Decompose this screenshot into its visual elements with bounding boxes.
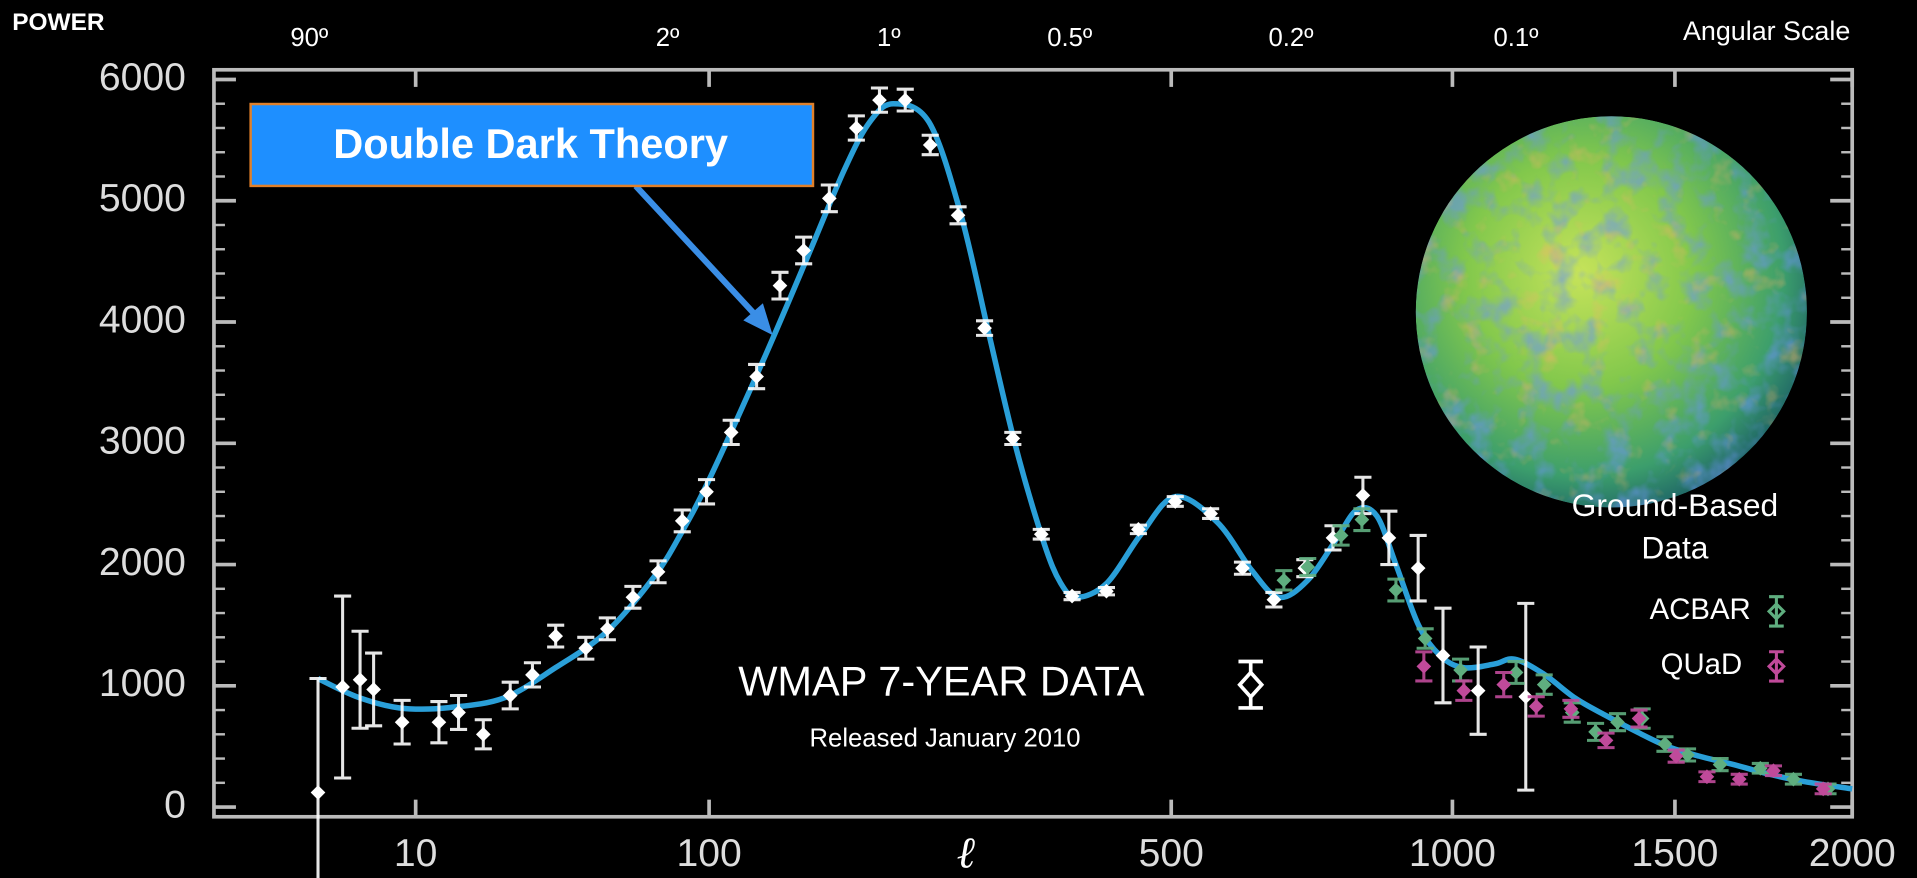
- legend-label: ACBAR: [1650, 593, 1751, 626]
- legend-title: Data: [1641, 530, 1708, 566]
- data-point: [578, 640, 594, 656]
- x-tick-label: 100: [676, 832, 741, 875]
- data-point: [1528, 699, 1544, 714]
- data-point: [1563, 701, 1579, 717]
- data-point: [1518, 689, 1534, 705]
- data-point: [1815, 781, 1831, 797]
- x-tick-label: 1000: [1409, 832, 1496, 875]
- data-point: [1610, 714, 1625, 730]
- y-tick-label: 3000: [99, 420, 186, 463]
- data-point: [394, 714, 410, 730]
- data-point: [1712, 757, 1728, 772]
- data-point: [310, 785, 326, 800]
- marks: [309, 86, 1853, 878]
- y-axis-label: POWER: [12, 9, 105, 36]
- data-point: [897, 92, 913, 108]
- data-point: [1410, 560, 1426, 576]
- data-point: [1731, 771, 1747, 787]
- data-point: [625, 589, 641, 605]
- cmb-sphere: [1415, 116, 1807, 508]
- data-point: [922, 137, 938, 153]
- data-point: [650, 564, 666, 580]
- legend-title: Ground-Based: [1572, 487, 1779, 523]
- data-point: [1203, 506, 1218, 521]
- data-point: [1786, 771, 1801, 787]
- data-point: [699, 484, 714, 500]
- legend-label: WMAP 7-YEAR DATA: [738, 658, 1145, 705]
- theory-annotation: Double Dark Theory: [249, 102, 815, 336]
- data-point: [1005, 431, 1021, 446]
- x-axis-label: ℓ: [957, 827, 976, 878]
- data-point: [1470, 683, 1486, 698]
- data-point: [1417, 631, 1433, 646]
- data-point: [1416, 659, 1432, 674]
- data-point: [1588, 724, 1603, 740]
- x-tick-label: 500: [1139, 832, 1204, 875]
- data-point: [1381, 530, 1397, 546]
- data-point: [366, 682, 381, 697]
- y-tick-label: 2000: [99, 541, 186, 584]
- x-tick-label: 10: [394, 832, 438, 875]
- top-axis-label: 1º: [877, 24, 901, 52]
- ground-legend: Ground-Based Data ACBAR QUaD: [1572, 487, 1786, 683]
- data-point: [475, 726, 491, 742]
- x-tick-label: 1500: [1631, 832, 1718, 875]
- data-point: [872, 92, 887, 108]
- top-axis-label: 2º: [656, 24, 680, 52]
- data-point: [821, 190, 837, 206]
- data-point: [1668, 748, 1684, 764]
- data-point: [1167, 494, 1183, 509]
- data-point: [1766, 763, 1781, 779]
- data-point: [1657, 736, 1673, 752]
- x-tick-label: 2000: [1809, 832, 1896, 875]
- legend-label: QUaD: [1661, 648, 1742, 681]
- data-point: [1456, 683, 1472, 698]
- data-point: [1508, 665, 1524, 680]
- data-point: [1699, 769, 1715, 785]
- y-tick-label: 4000: [99, 298, 186, 341]
- data-point: [772, 278, 788, 293]
- wmap-legend: WMAP 7-YEAR DATA Released January 2010: [738, 658, 1265, 753]
- top-axis-label: 0.1º: [1493, 24, 1539, 52]
- data-point: [451, 705, 466, 720]
- y-tick-label: 0: [164, 783, 186, 826]
- y-tick-label: 5000: [99, 177, 186, 220]
- top-axis-label: 90º: [290, 24, 329, 52]
- y-tick-label: 6000: [99, 56, 186, 99]
- data-point: [1355, 488, 1371, 503]
- data-point: [1453, 662, 1468, 678]
- data-point: [1631, 711, 1647, 726]
- data-point: [977, 320, 992, 336]
- top-axis-label: 0.5º: [1047, 24, 1093, 52]
- data-point: [600, 621, 615, 637]
- data-point: [1064, 588, 1080, 604]
- data-point: [1435, 648, 1451, 663]
- top-axis-title: Angular Scale: [1683, 16, 1850, 46]
- data-point: [1496, 677, 1512, 692]
- data-point: [335, 679, 350, 695]
- data-point: [525, 667, 540, 683]
- data-point: [796, 243, 811, 258]
- data-point: [1131, 522, 1146, 537]
- top-axis-label: 0.2º: [1269, 24, 1315, 52]
- data-point: [1266, 592, 1282, 608]
- data-point: [1598, 733, 1614, 748]
- data-point: [749, 369, 764, 384]
- y-tick-label: 1000: [99, 662, 186, 705]
- data-point: [352, 672, 368, 688]
- subtitle: Released January 2010: [810, 725, 1081, 753]
- data-point: [1753, 760, 1768, 776]
- axes: 0 1000 2000 3000 4000 5000 6000 10 100 500 1000 150…: [99, 24, 1896, 875]
- data-point: [1388, 582, 1404, 598]
- data-point: [1033, 526, 1049, 542]
- theory-label: Double Dark Theory: [333, 120, 728, 167]
- data-point: [1536, 677, 1552, 692]
